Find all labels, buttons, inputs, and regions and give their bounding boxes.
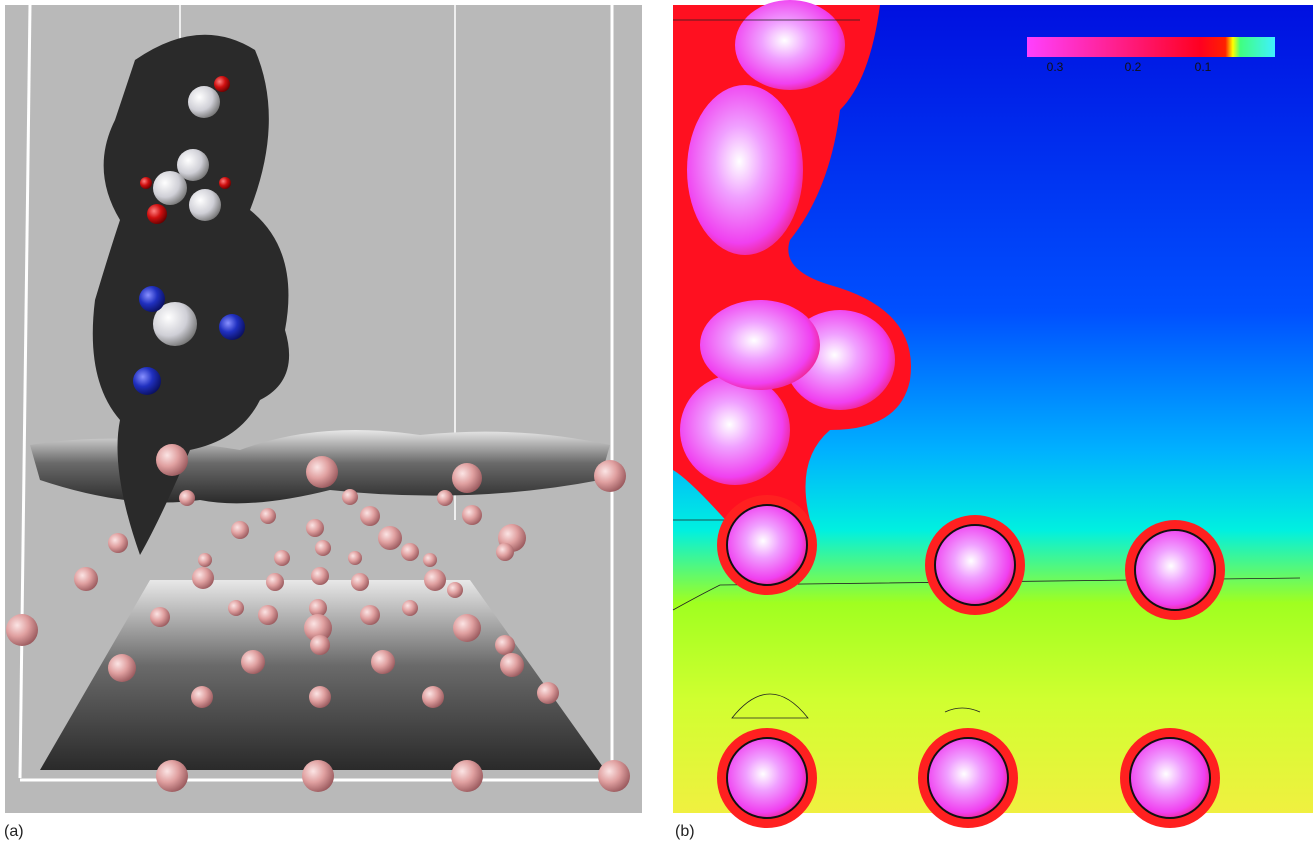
atom-core xyxy=(935,525,1015,605)
metal-atom xyxy=(179,490,195,506)
metal-atom xyxy=(302,760,334,792)
metal-atom xyxy=(274,550,290,566)
nitrogen-atom xyxy=(139,286,165,312)
metal-atom xyxy=(423,553,437,567)
metal-atom xyxy=(452,463,482,493)
metal-atom xyxy=(156,760,188,792)
colorbar-tick-label: 0.1 xyxy=(1195,60,1212,74)
metal-atom xyxy=(451,760,483,792)
metal-atom xyxy=(311,567,329,585)
metal-atom xyxy=(351,573,369,591)
metal-atom xyxy=(315,540,331,556)
colorbar-tick-label: 0.2 xyxy=(1125,60,1142,74)
panel-b: 0.3 0.2 0.1 (b) xyxy=(673,0,1313,840)
panel-a: (a) xyxy=(4,5,642,840)
metal-atom xyxy=(266,573,284,591)
metal-atom xyxy=(598,760,630,792)
nitrogen-atom xyxy=(133,367,161,395)
metal-atom xyxy=(150,607,170,627)
metal-atom xyxy=(402,600,418,616)
atom-core xyxy=(727,505,807,585)
metal-atom xyxy=(447,582,463,598)
metal-atom xyxy=(360,605,380,625)
oxygen-atom xyxy=(214,76,230,92)
metal-atom xyxy=(6,614,38,646)
metal-atom xyxy=(401,543,419,561)
metal-atom xyxy=(348,551,362,565)
metal-atom xyxy=(360,506,380,526)
metal-atom xyxy=(74,567,98,591)
metal-atom xyxy=(437,490,453,506)
metal-atom xyxy=(198,553,212,567)
metal-atom xyxy=(191,686,213,708)
metal-atom xyxy=(537,682,559,704)
metal-atom xyxy=(453,614,481,642)
metal-atom xyxy=(378,526,402,550)
carbon-atom xyxy=(153,171,187,205)
metal-atom xyxy=(462,505,482,525)
metal-atom xyxy=(310,635,330,655)
metal-atom xyxy=(108,654,136,682)
atom-core xyxy=(1130,738,1210,818)
metal-atom xyxy=(594,460,626,492)
colorbar-gradient xyxy=(1027,37,1275,57)
atom-core xyxy=(1135,530,1215,610)
metal-atom xyxy=(500,653,524,677)
metal-atom xyxy=(231,521,249,539)
metal-atom xyxy=(371,650,395,674)
colorbar-tick-label: 0.3 xyxy=(1047,60,1064,74)
panel-label: (a) xyxy=(4,823,24,840)
metal-atom xyxy=(496,543,514,561)
atom-core xyxy=(928,738,1008,818)
metal-atom xyxy=(241,650,265,674)
metal-atom xyxy=(156,444,188,476)
metal-atom xyxy=(108,533,128,553)
metal-atom xyxy=(422,686,444,708)
page: (a) 0.3 0.2 0.1 (b) (() => { const data … xyxy=(0,0,1314,846)
metal-atom xyxy=(495,635,515,655)
metal-atom xyxy=(260,508,276,524)
oxygen-atom xyxy=(140,177,152,189)
metal-atom xyxy=(228,600,244,616)
carbon-atom xyxy=(188,86,220,118)
panel-label: (b) xyxy=(675,823,695,840)
carbon-atom xyxy=(189,189,221,221)
metal-atom xyxy=(306,519,324,537)
metal-atom xyxy=(309,686,331,708)
figure: (a) 0.3 0.2 0.1 (b) xyxy=(0,0,1314,846)
oxygen-atom xyxy=(147,204,167,224)
metal-atom xyxy=(192,567,214,589)
metal-atom xyxy=(342,489,358,505)
oxygen-atom xyxy=(219,177,231,189)
metal-atom xyxy=(424,569,446,591)
nitrogen-atom xyxy=(219,314,245,340)
atom-core xyxy=(727,738,807,818)
metal-atom xyxy=(258,605,278,625)
metal-atom xyxy=(306,456,338,488)
